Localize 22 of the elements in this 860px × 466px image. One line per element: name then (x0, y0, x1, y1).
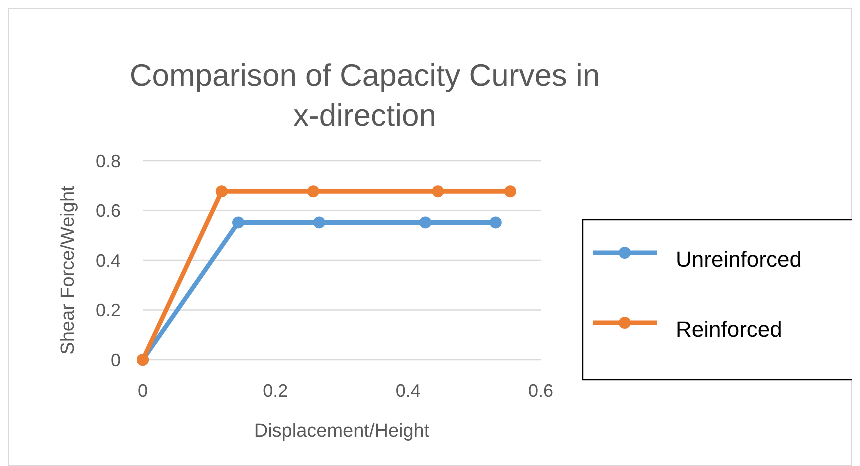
point (432, 186, 444, 198)
point (504, 186, 516, 198)
x-tick-label: 0.4 (396, 381, 421, 401)
y-tick-label: 0 (110, 350, 121, 370)
point (313, 216, 326, 229)
x-tick-label: 0.2 (263, 381, 288, 401)
point (307, 186, 320, 198)
legend-label: Reinforced (676, 317, 782, 342)
point (216, 186, 228, 198)
x-tick-label: 0.6 (528, 381, 554, 401)
y-tick-label: 0.6 (96, 201, 121, 222)
x-axis-title: Displacement/Height (254, 421, 430, 442)
point (420, 216, 432, 229)
y-axis-title: Shear Force/Weight (58, 185, 79, 355)
chart-title: Comparison of Capacity Curves in x-direction (130, 58, 600, 133)
point (232, 216, 245, 229)
legend-label: Unreinforced (676, 247, 802, 272)
x-tick-label: 0 (138, 381, 148, 401)
y-tick-label: 0.8 (96, 151, 121, 172)
point (490, 216, 502, 229)
y-tick-label: 0.4 (96, 250, 121, 271)
y-tick-label: 0.2 (96, 300, 121, 321)
